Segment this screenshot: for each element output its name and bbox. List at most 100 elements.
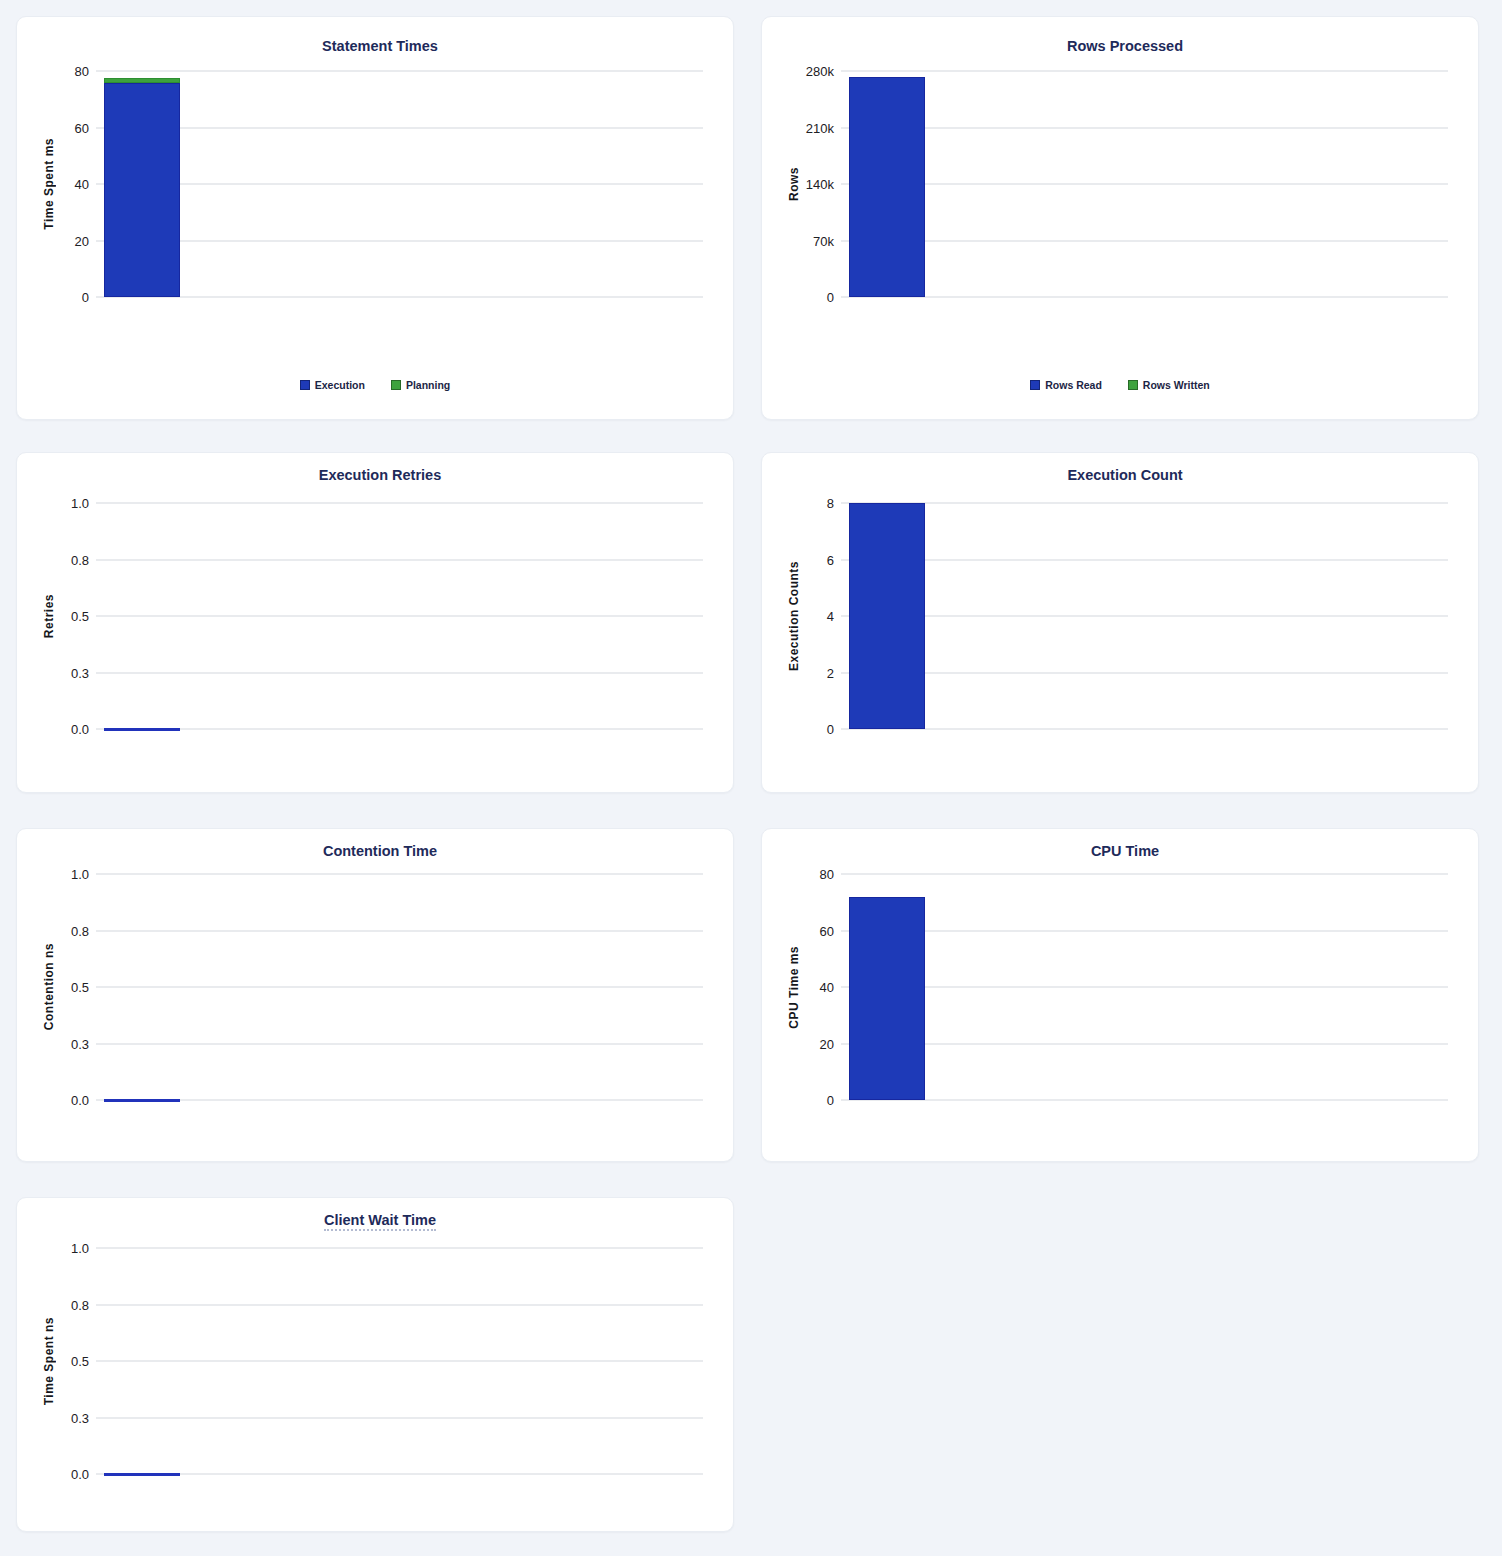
chart-legend: Execution Planning [17,378,733,392]
legend-swatch-green [1128,380,1138,390]
y-axis-tick-label: 80 [75,64,89,79]
y-axis-tick-label: 0.8 [71,923,89,938]
chart-title-text: Contention Time [323,843,437,859]
y-axis-ticks: 1.00.80.50.30.0 [17,1248,89,1474]
bar-zero-value-contention[interactable] [104,1099,180,1102]
gridline [841,672,1448,674]
chart-card-execution-count: Execution CountExecution Counts86420 [761,452,1479,793]
chart-title: CPU Time [772,843,1478,859]
gridline [841,615,1448,617]
y-axis-tick-label: 0.3 [71,1036,89,1051]
y-axis-tick-label: 0 [827,722,834,737]
chart-title-text: Statement Times [322,38,438,54]
gridline [96,183,703,185]
bar-zero-value-client-wait[interactable] [104,1473,180,1476]
legend-label: Execution [315,379,365,391]
bar-segment-planning[interactable] [104,78,180,83]
y-axis-tick-label: 0.8 [71,552,89,567]
gridline [841,728,1448,730]
y-axis-tick-label: 0.0 [71,1467,89,1482]
y-axis-tick-label: 0.5 [71,609,89,624]
gridline [96,240,703,242]
gridline [841,873,1448,875]
chart-card-statement-times: Statement TimesTime Spent ms806040200Exe… [16,16,734,420]
chart-title: Client Wait Time [27,1212,733,1231]
chart-title: Statement Times [27,38,733,54]
y-axis-tick-label: 40 [820,980,834,995]
gridline [841,986,1448,988]
plot-area [96,71,703,297]
gridline [841,240,1448,242]
legend-item-execution[interactable]: Execution [300,379,365,391]
plot-area [96,874,703,1100]
gridline [841,1099,1448,1101]
y-axis-ticks: 1.00.80.50.30.0 [17,503,89,729]
gridline [96,1043,703,1045]
bar-segment-execution-count[interactable] [849,503,925,729]
gridline [96,502,703,504]
chart-title: Contention Time [27,843,733,859]
y-axis-tick-label: 6 [827,552,834,567]
bar-segment-execution[interactable] [104,83,180,297]
y-axis-tick-label: 0.3 [71,665,89,680]
bar-zero-value-retries[interactable] [104,728,180,731]
y-axis-tick-label: 0.3 [71,1410,89,1425]
gridline [96,127,703,129]
y-axis-tick-label: 280k [806,64,834,79]
chart-title-text: Execution Count [1067,467,1182,483]
y-axis-tick-label: 8 [827,496,834,511]
gridline [96,1473,703,1475]
y-axis-tick-label: 2 [827,665,834,680]
gridline [96,1417,703,1419]
y-axis-tick-label: 0 [827,1093,834,1108]
gridline [841,127,1448,129]
gridline [96,1360,703,1362]
gridline [96,70,703,72]
y-axis-tick-label: 0.8 [71,1297,89,1312]
gridline [96,296,703,298]
chart-title: Execution Retries [27,467,733,483]
chart-title-text: Rows Processed [1067,38,1183,54]
y-axis-tick-label: 4 [827,609,834,624]
chart-card-client-wait-time: Client Wait TimeTime Spent ns1.00.80.50.… [16,1197,734,1532]
legend-item-rows-read[interactable]: Rows Read [1030,379,1102,391]
y-axis-tick-label: 80 [820,867,834,882]
chart-title: Execution Count [772,467,1478,483]
y-axis-ticks: 280k210k140k70k0 [762,71,834,297]
legend-item-rows-written[interactable]: Rows Written [1128,379,1210,391]
y-axis-tick-label: 0.0 [71,722,89,737]
y-axis-ticks: 86420 [762,503,834,729]
legend-item-planning[interactable]: Planning [391,379,450,391]
chart-title-link[interactable]: Client Wait Time [324,1212,436,1231]
y-axis-ticks: 806040200 [762,874,834,1100]
y-axis-tick-label: 140k [806,177,834,192]
gridline [96,728,703,730]
y-axis-tick-label: 0.5 [71,980,89,995]
gridline [96,1247,703,1249]
y-axis-tick-label: 20 [75,233,89,248]
y-axis-tick-label: 70k [813,233,834,248]
legend-swatch-green [391,380,401,390]
plot-area [841,503,1448,729]
chart-title-text: Execution Retries [319,467,442,483]
y-axis-tick-label: 60 [820,923,834,938]
legend-swatch-blue [300,380,310,390]
chart-legend: Rows Read Rows Written [762,378,1478,392]
gridline [841,502,1448,504]
chart-card-rows-processed: Rows ProcessedRows280k210k140k70k0Rows R… [761,16,1479,420]
bar-segment-cpu-time[interactable] [849,897,925,1100]
y-axis-tick-label: 0 [82,290,89,305]
plot-area [841,874,1448,1100]
y-axis-tick-label: 40 [75,177,89,192]
y-axis-tick-label: 0.0 [71,1093,89,1108]
legend-label: Planning [406,379,450,391]
y-axis-tick-label: 0 [827,290,834,305]
gridline [841,296,1448,298]
gridline [841,1043,1448,1045]
gridline [96,873,703,875]
y-axis-tick-label: 0.5 [71,1354,89,1369]
gridline [96,986,703,988]
gridline [841,183,1448,185]
legend-label: Rows Written [1143,379,1210,391]
bar-segment-rows-read[interactable] [849,77,925,297]
